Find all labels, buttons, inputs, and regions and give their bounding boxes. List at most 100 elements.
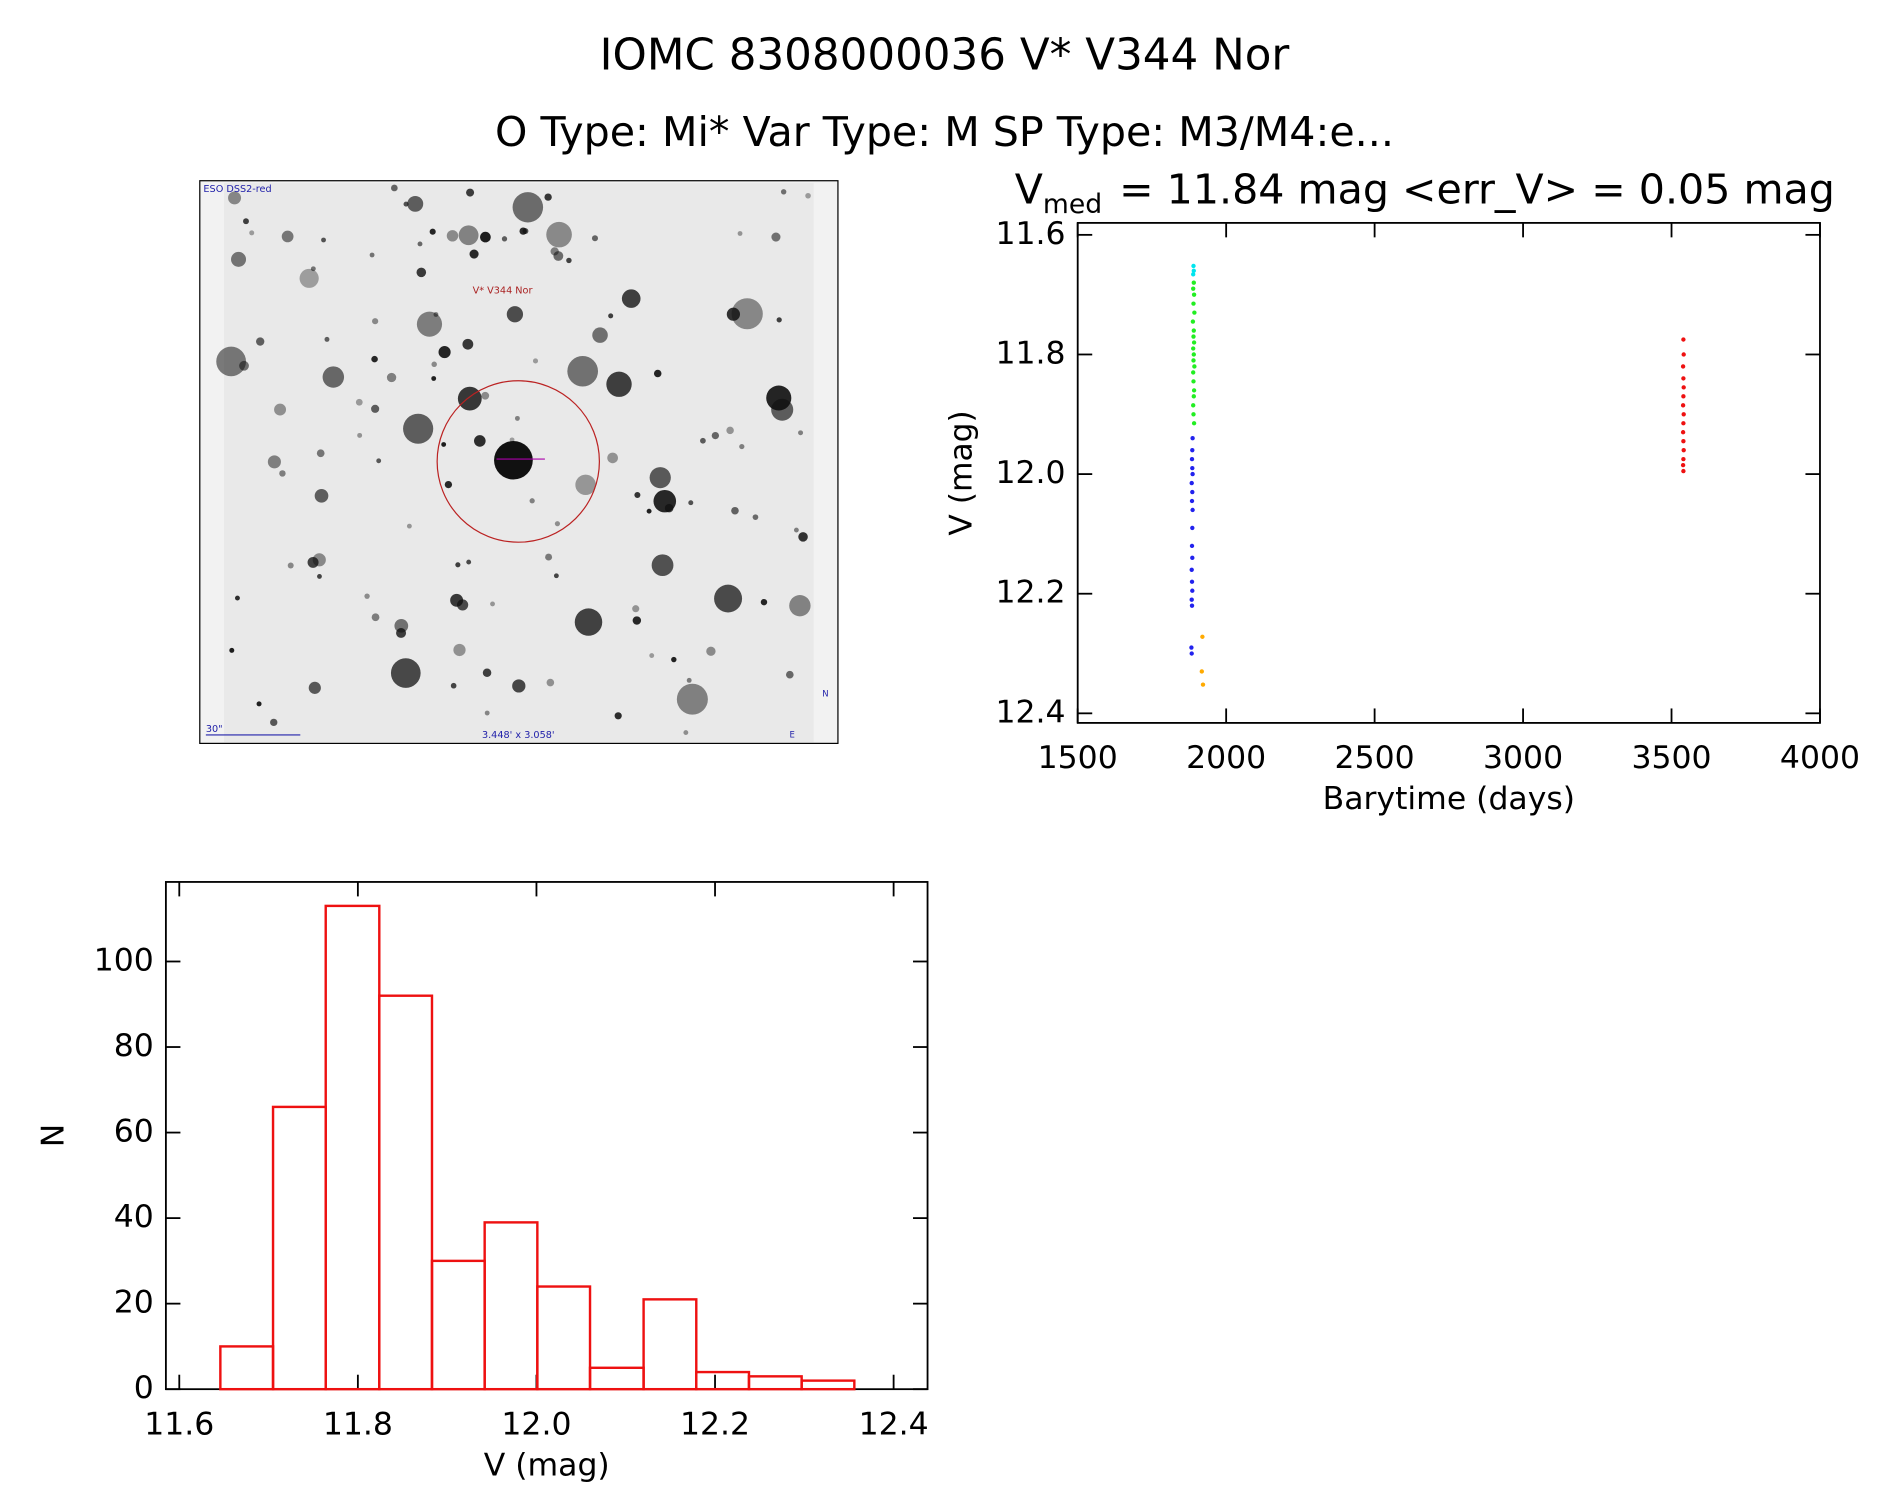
star [321, 237, 326, 243]
star [416, 311, 443, 337]
star [281, 230, 294, 243]
star [433, 312, 439, 317]
star [771, 232, 781, 242]
histogram-bar [219, 1345, 275, 1391]
star [462, 338, 474, 350]
star [760, 598, 768, 606]
star [592, 327, 608, 343]
histogram-bar [642, 1298, 698, 1391]
star [372, 318, 379, 325]
data-point [1190, 471, 1195, 477]
histogram-bar [483, 1221, 539, 1391]
data-point [1189, 567, 1194, 572]
data-point [1191, 301, 1196, 306]
star [403, 201, 409, 207]
star [591, 235, 599, 242]
target-circle [436, 380, 600, 543]
plot-frame [1076, 221, 1821, 724]
star [512, 192, 544, 223]
x-tick-label: 3500 [1631, 740, 1711, 776]
star [396, 627, 407, 638]
target-label: V* V344 Nor [473, 285, 533, 296]
data-point [1681, 394, 1686, 399]
star [553, 251, 564, 261]
star [608, 313, 614, 319]
star [514, 415, 520, 421]
data-point [1191, 388, 1197, 393]
star [664, 503, 674, 513]
data-point [1191, 268, 1196, 273]
star [391, 184, 398, 192]
x-tick-label: 3000 [1483, 740, 1563, 776]
star [711, 431, 720, 440]
star [481, 391, 490, 400]
data-point [1189, 645, 1194, 650]
star [771, 398, 794, 421]
star [267, 455, 281, 469]
data-point [1200, 634, 1205, 639]
star [731, 298, 763, 330]
data-point [1191, 272, 1196, 277]
data-point [1681, 468, 1686, 474]
star [798, 430, 804, 436]
star [566, 257, 572, 264]
star [279, 470, 286, 477]
star [776, 317, 782, 323]
star [739, 443, 745, 450]
data-point [1191, 286, 1196, 291]
star [646, 508, 652, 514]
star [793, 527, 799, 533]
title-text: = 11.84 mag <err_V> = 0.05 mag [1119, 166, 1835, 214]
star [798, 532, 808, 542]
y-tick-label: 12.2 [996, 575, 1066, 611]
star [444, 480, 453, 489]
star [256, 701, 262, 707]
star [466, 188, 475, 197]
data-point [1191, 403, 1196, 408]
star [369, 252, 375, 258]
star [752, 514, 759, 520]
star [324, 336, 330, 342]
data-point [1189, 543, 1195, 549]
y-tick-label: 11.8 [996, 336, 1066, 372]
star [216, 346, 247, 377]
star [322, 366, 345, 388]
title-subscript: med [1043, 188, 1102, 219]
survey-label: ESO DSS2-red [203, 184, 271, 195]
star [457, 386, 482, 411]
data-point [1680, 462, 1686, 468]
star [474, 435, 486, 447]
star [714, 584, 743, 613]
data-point [1190, 448, 1195, 453]
star [431, 376, 437, 381]
x-axis-label: Barytime (days) [1323, 781, 1575, 817]
data-point [1191, 379, 1196, 384]
star [406, 523, 412, 529]
star [621, 289, 641, 308]
star [371, 404, 380, 413]
stars [216, 184, 811, 735]
star [651, 554, 674, 577]
star [371, 355, 378, 363]
star [785, 670, 794, 679]
star [780, 189, 787, 195]
star [458, 225, 479, 246]
data-point [1191, 394, 1196, 399]
star [494, 440, 533, 480]
y-tick-label: 20 [114, 1285, 154, 1321]
x-tick-label: 2000 [1186, 740, 1266, 776]
data-point [1191, 358, 1196, 363]
star [234, 595, 240, 601]
star [431, 361, 437, 367]
star [256, 337, 265, 346]
chart-title: Vmed = 11.84 mag <err_V> = 0.05 mag [1015, 166, 1835, 219]
star [731, 506, 739, 515]
x-tick-label: 2500 [1335, 740, 1415, 776]
histogram-bar [536, 1285, 592, 1391]
data-point [1189, 603, 1195, 608]
histogram-bar [800, 1379, 856, 1391]
star [554, 521, 561, 527]
sky-image: ESO DSS2-red V* V344 Nor 30" 3.448' x 3.… [199, 180, 839, 744]
